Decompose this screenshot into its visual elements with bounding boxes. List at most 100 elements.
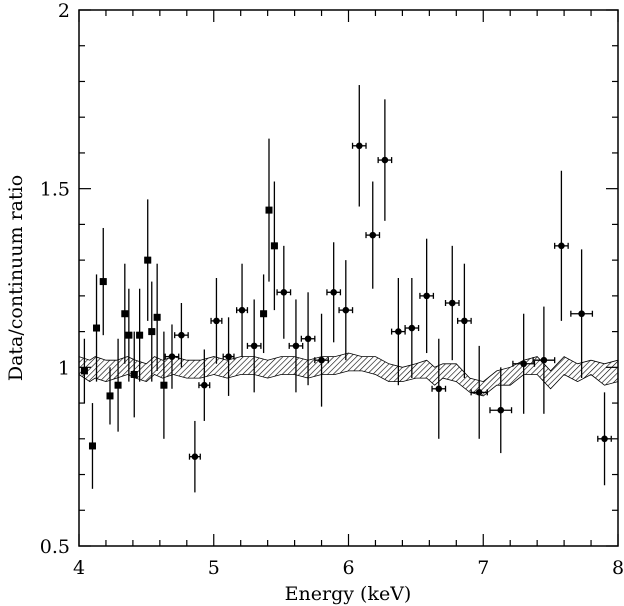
data-point <box>314 313 329 407</box>
data-marker <box>540 356 548 364</box>
data-points-layer <box>80 85 612 493</box>
x-tick-label: 7 <box>477 557 489 579</box>
data-marker <box>213 317 220 325</box>
data-point <box>164 324 180 389</box>
data-point <box>93 274 101 382</box>
data-point <box>136 288 144 382</box>
data-marker <box>558 242 565 250</box>
plot-frame <box>78 9 619 547</box>
data-marker <box>435 385 443 393</box>
model-band <box>78 352 619 397</box>
data-marker <box>225 353 232 360</box>
axis-ticks-layer: 4 5 6 7 8 0.5 1 1.5 2 <box>40 0 624 579</box>
data-marker <box>318 356 325 364</box>
data-point <box>236 263 249 357</box>
data-marker <box>148 328 156 336</box>
data-marker <box>144 256 152 264</box>
x-tick-label: 5 <box>208 557 220 579</box>
data-marker <box>330 288 337 296</box>
data-point <box>80 338 88 404</box>
data-point <box>198 349 211 421</box>
data-marker <box>355 142 363 150</box>
data-marker <box>270 242 278 250</box>
data-marker <box>408 324 416 332</box>
data-marker <box>125 331 133 339</box>
data-marker <box>191 453 199 460</box>
y-tick-label: 0.5 <box>40 536 70 558</box>
data-marker <box>201 381 208 389</box>
model-band-layer <box>78 352 619 397</box>
data-marker <box>304 335 312 343</box>
data-marker <box>265 206 273 214</box>
y-axis-title: Data/continuum ratio <box>5 175 27 381</box>
data-marker <box>448 299 456 307</box>
x-tick-label: 6 <box>342 557 354 579</box>
data-point <box>188 420 201 493</box>
data-point <box>404 278 420 379</box>
y-tick-label: 1 <box>58 357 70 379</box>
data-marker <box>168 353 176 360</box>
data-marker <box>497 406 505 414</box>
data-point <box>265 138 273 282</box>
data-point <box>88 403 96 489</box>
data-point <box>106 367 114 425</box>
data-marker <box>121 310 129 318</box>
data-point <box>456 263 472 379</box>
data-marker <box>178 331 185 339</box>
data-point <box>144 199 152 321</box>
data-marker <box>130 370 138 378</box>
data-marker <box>260 310 268 318</box>
data-point <box>153 263 161 371</box>
data-point <box>276 245 292 339</box>
data-marker <box>114 381 122 389</box>
data-point <box>431 338 447 439</box>
data-marker <box>153 313 161 321</box>
data-marker <box>280 288 288 296</box>
y-tick-label: 2 <box>58 0 70 22</box>
data-marker <box>578 310 585 318</box>
data-marker <box>395 328 402 335</box>
data-point <box>260 274 268 354</box>
x-axis-title: Energy (keV) <box>285 583 412 605</box>
data-point <box>570 249 594 379</box>
data-point <box>130 331 138 418</box>
data-marker <box>80 367 88 375</box>
data-point <box>160 331 168 439</box>
data-point <box>125 288 133 382</box>
data-marker <box>342 306 350 314</box>
data-point <box>532 306 556 414</box>
data-point <box>597 392 612 486</box>
data-point <box>377 99 393 221</box>
data-point <box>246 299 262 393</box>
data-marker <box>381 156 389 164</box>
y-tick-label: 1.5 <box>40 179 70 201</box>
data-marker <box>250 342 258 350</box>
data-point <box>114 338 122 432</box>
data-marker <box>369 231 377 239</box>
data-marker <box>136 331 144 339</box>
data-marker <box>93 324 101 332</box>
data-marker <box>423 292 430 300</box>
data-point <box>365 181 381 289</box>
data-marker <box>292 342 300 350</box>
data-point <box>222 317 235 396</box>
data-point <box>489 367 513 454</box>
data-point <box>148 281 156 382</box>
data-point <box>419 238 435 354</box>
data-point <box>444 245 460 361</box>
data-point <box>351 85 367 207</box>
data-point <box>300 292 316 386</box>
data-marker <box>475 389 483 396</box>
data-point <box>554 170 569 321</box>
data-point <box>338 260 354 361</box>
data-point <box>270 181 278 311</box>
data-point <box>210 278 223 364</box>
data-point <box>288 299 304 393</box>
data-point <box>326 242 342 343</box>
data-marker <box>106 392 114 400</box>
data-marker <box>88 442 96 450</box>
x-tick-label: 4 <box>73 557 85 579</box>
data-marker <box>520 360 527 368</box>
data-point <box>174 303 189 368</box>
